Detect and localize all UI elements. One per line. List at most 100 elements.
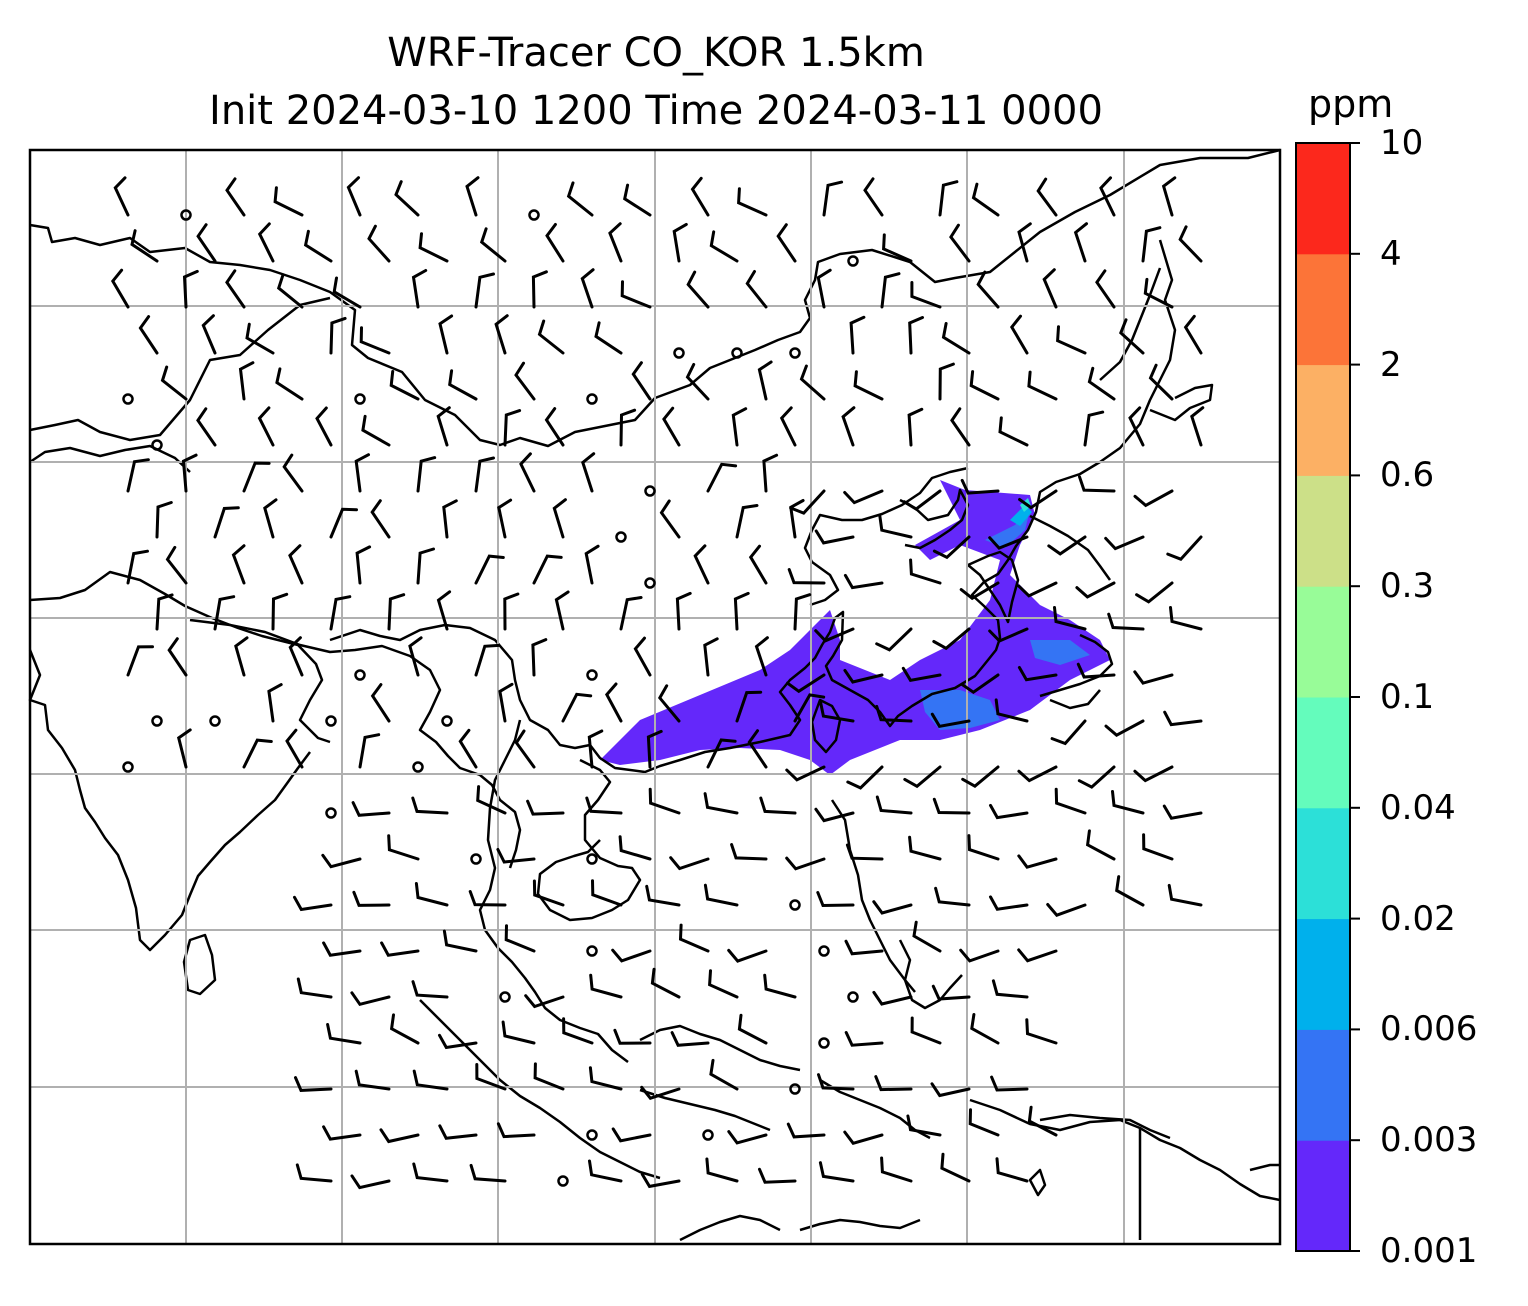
wind-barb	[475, 1063, 507, 1091]
wind-barb	[908, 835, 942, 861]
wind-barb	[640, 1085, 681, 1100]
wind-barb	[619, 408, 637, 447]
wind-barb	[275, 367, 304, 401]
wind-barb	[213, 506, 240, 539]
wind-barb	[321, 853, 362, 869]
calm-wind-marker	[818, 945, 830, 957]
wind-barb	[620, 280, 652, 309]
wind-barb	[350, 991, 391, 1007]
wind-barb	[604, 682, 623, 723]
wind-barb	[970, 1013, 1000, 1045]
wind-barb	[1025, 1018, 1058, 1045]
wind-barb	[126, 458, 150, 493]
calm-wind-marker	[644, 485, 656, 497]
wind-barb	[126, 549, 149, 585]
calm-wind-marker	[586, 853, 598, 865]
wind-barb	[989, 895, 1029, 911]
wind-barb	[1018, 489, 1058, 510]
wind-barb	[494, 314, 509, 355]
wind-barb	[908, 316, 924, 355]
wind-barb	[1017, 948, 1058, 963]
wind-barb	[442, 929, 478, 953]
wind-barb	[1099, 176, 1116, 217]
wind-barb	[1128, 406, 1145, 447]
wind-barb	[418, 232, 449, 263]
wind-barb	[126, 645, 154, 677]
plume-band-0.006	[1010, 505, 1032, 526]
wind-barb	[524, 994, 565, 1009]
wind-barb	[874, 1075, 913, 1092]
wind-barb	[611, 948, 652, 963]
wind-barb	[350, 1174, 391, 1190]
wind-barb	[623, 183, 652, 217]
wind-barb	[960, 673, 1000, 695]
wind-barbs	[110, 176, 1205, 1190]
wind-barb	[474, 272, 495, 309]
wind-barb	[910, 1016, 942, 1045]
wind-barb	[844, 1031, 884, 1047]
wind-barb	[1009, 314, 1029, 355]
wind-barb	[566, 181, 594, 217]
wind-barb	[907, 407, 924, 447]
wind-barb	[296, 977, 333, 999]
wind-barb	[196, 223, 217, 263]
wind-barb	[745, 270, 768, 309]
wind-barb	[1143, 277, 1174, 309]
wind-barb	[1133, 489, 1174, 508]
colorbar-bin-4	[1296, 697, 1350, 809]
wind-barb	[288, 544, 304, 585]
wind-barb	[631, 361, 652, 401]
wind-barb	[901, 666, 942, 682]
wind-barb	[875, 795, 913, 815]
wind-barb	[329, 507, 358, 539]
colorbar-bin-3	[1296, 807, 1350, 920]
wind-barb	[465, 176, 480, 217]
calm-wind-marker	[412, 761, 424, 773]
wind-barb	[1027, 370, 1058, 401]
wind-barb	[273, 186, 304, 217]
wind-barb	[514, 729, 536, 769]
wind-barb	[354, 453, 370, 493]
wind-barb	[238, 361, 255, 401]
wind-barb	[1095, 269, 1116, 309]
wind-barb	[706, 738, 737, 769]
wind-barb	[225, 177, 246, 217]
chart-title-line1: WRF-Tracer CO_KOR 1.5km	[387, 30, 925, 76]
wind-barb	[231, 544, 246, 585]
wind-barb	[762, 453, 779, 493]
wind-barb	[257, 222, 275, 263]
wind-barb	[1162, 804, 1203, 820]
wind-barb	[912, 920, 942, 953]
wind-barb	[645, 884, 681, 907]
wind-barb	[703, 637, 719, 677]
wind-barb	[1047, 535, 1087, 556]
wind-barb	[941, 322, 971, 355]
wind-barb	[479, 227, 507, 263]
wind-barb	[1107, 612, 1145, 631]
wind-barb	[640, 1172, 681, 1189]
wind-barb	[110, 268, 130, 309]
wind-barb	[880, 1156, 913, 1183]
colorbar-bin-9	[1296, 143, 1350, 255]
wind-barb	[678, 923, 710, 953]
wind-barb	[288, 636, 304, 677]
wind-barb	[969, 370, 1000, 401]
colorbar-tick-label: 2	[1380, 344, 1402, 385]
wind-barb	[355, 545, 372, 585]
calm-wind-marker	[847, 255, 859, 267]
wind-barb	[1017, 222, 1032, 263]
wind-barb	[822, 180, 844, 217]
wind-barb	[271, 592, 289, 631]
wind-barb	[503, 409, 522, 447]
chart-title-line2: Init 2024-03-10 1200 Time 2024-03-11 000…	[209, 88, 1103, 134]
calm-wind-marker	[325, 807, 337, 819]
wind-barb	[196, 407, 217, 447]
wind-barb	[1133, 765, 1174, 783]
wind-barb	[476, 785, 507, 815]
wind-barb	[1036, 177, 1058, 217]
wind-barb	[1119, 318, 1145, 355]
calm-wind-marker	[673, 347, 685, 359]
wind-barb	[950, 407, 971, 447]
calm-wind-marker	[180, 209, 192, 221]
wind-barb	[814, 627, 855, 643]
